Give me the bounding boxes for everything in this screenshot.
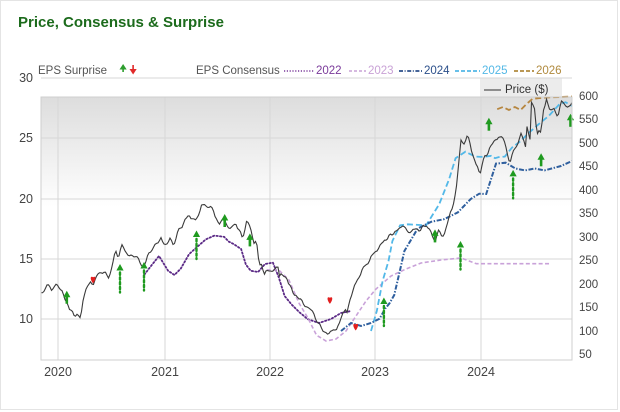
svg-text:25: 25 bbox=[19, 131, 33, 145]
svg-text:450: 450 bbox=[579, 161, 598, 173]
svg-text:15: 15 bbox=[19, 252, 33, 266]
svg-text:2021: 2021 bbox=[151, 365, 179, 379]
svg-text:550: 550 bbox=[579, 114, 598, 126]
svg-text:2022: 2022 bbox=[256, 365, 284, 379]
svg-text:2023: 2023 bbox=[361, 365, 389, 379]
svg-text:400: 400 bbox=[579, 185, 598, 197]
svg-text:50: 50 bbox=[579, 349, 592, 361]
svg-text:2023: 2023 bbox=[368, 65, 394, 77]
svg-text:2024: 2024 bbox=[467, 365, 495, 379]
svg-text:EPS Consensus: EPS Consensus bbox=[196, 65, 280, 77]
svg-text:150: 150 bbox=[579, 302, 598, 314]
svg-text:100: 100 bbox=[579, 326, 598, 338]
svg-text:350: 350 bbox=[579, 208, 598, 220]
svg-text:300: 300 bbox=[579, 232, 598, 244]
svg-text:2026: 2026 bbox=[536, 65, 562, 77]
svg-text:10: 10 bbox=[19, 312, 33, 326]
svg-text:2024: 2024 bbox=[424, 65, 450, 77]
svg-text:2025: 2025 bbox=[482, 65, 508, 77]
svg-text:200: 200 bbox=[579, 279, 598, 291]
svg-text:2022: 2022 bbox=[316, 65, 342, 77]
svg-text:EPS Surprise: EPS Surprise bbox=[38, 65, 107, 77]
svg-text:2020: 2020 bbox=[44, 365, 72, 379]
svg-text:500: 500 bbox=[579, 138, 598, 150]
svg-text:Price ($): Price ($) bbox=[505, 84, 549, 96]
svg-text:20: 20 bbox=[19, 192, 33, 206]
svg-text:250: 250 bbox=[579, 255, 598, 267]
